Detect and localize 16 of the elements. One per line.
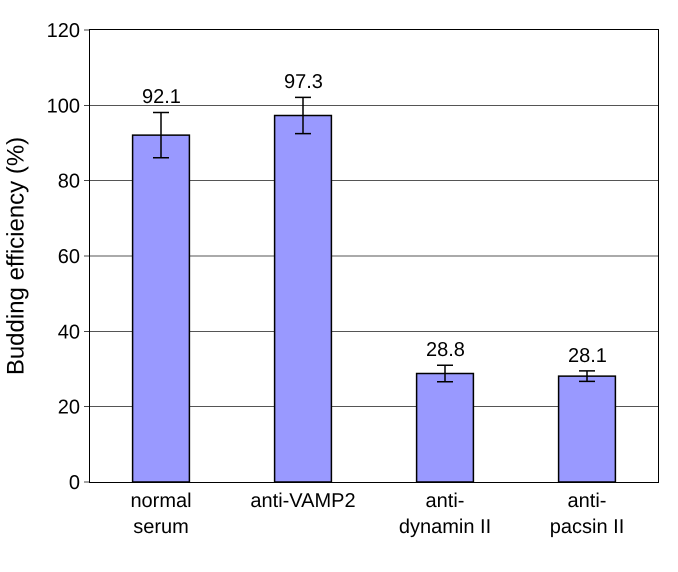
data-label: 28.1 [568,345,607,367]
data-label: 28.8 [426,339,465,361]
y-tick-label: 40 [58,321,80,344]
data-label: 97.3 [284,71,323,93]
y-tick-label: 60 [58,246,80,268]
y-tick-label: 0 [68,472,80,494]
data-label: 92.1 [142,86,181,108]
y-tick-label: 80 [58,170,80,193]
x-tick-label: anti-pacsin II [550,490,624,538]
x-tick-label: normal serum [130,490,192,538]
x-tick-label: anti-dynamin II [398,490,492,538]
y-tick-label: 100 [46,95,80,118]
y-axis-title: Budding efficiency (%) [2,136,30,376]
x-tick-label: anti-VAMP2 [250,490,356,512]
y-tick-label: 120 [46,20,80,42]
y-tick-label: 20 [58,396,80,419]
